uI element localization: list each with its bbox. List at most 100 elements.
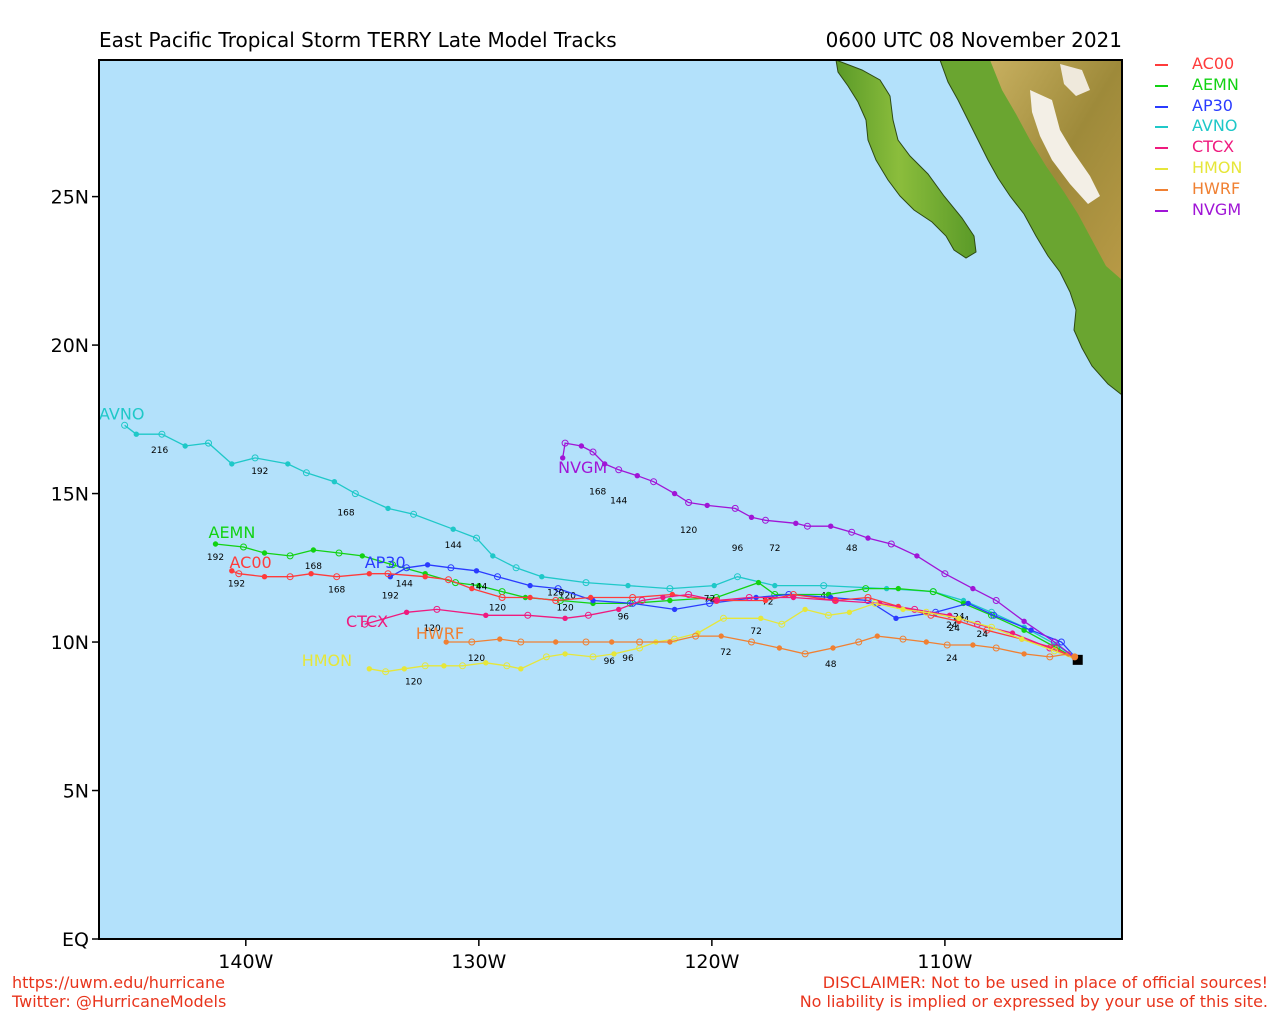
track-name-label: HMON [302,651,352,670]
forecast-hour-label: 96 [604,657,616,667]
track-point [824,611,832,619]
track-point [517,638,525,646]
track-point [911,605,919,613]
track-point [1050,647,1058,655]
track-point [704,502,710,509]
track-point [302,469,310,477]
track-point [584,611,592,619]
track-point [660,594,666,601]
track-point [578,443,585,449]
track-point [351,490,359,498]
legend-item-avno: AVNO [1150,116,1275,137]
forecast-hour-label: 24 [976,630,988,640]
track-point [286,573,294,581]
track-point [497,636,503,642]
track-point [615,466,623,474]
track-point [553,639,559,645]
track-point [335,549,343,557]
track-point [685,591,693,598]
track-name-label: HWRF [416,624,464,643]
lat-label: 15N [51,484,89,506]
website-link[interactable]: https://uwm.edu/hurricane [12,973,225,992]
footer-right: DISCLAIMER: Not to be used in place of o… [800,973,1268,1011]
track-point [503,662,511,670]
track-point [158,430,166,438]
track-point [450,526,456,532]
track-point [666,585,674,593]
track-point [1050,638,1058,646]
land-layer [835,60,1122,396]
track-point [1021,618,1027,624]
footer-left: https://uwm.edu/hurricane Twitter: @Hurr… [12,973,226,1011]
forecast-hour-label: 120 [547,589,564,599]
map-datetime: 0600 UTC 08 November 2021 [825,28,1122,52]
track-point [542,653,550,661]
track-name-label: AP30 [365,553,406,572]
legend-label: AVNO [1192,116,1238,136]
track-point [929,588,937,596]
track-point [562,615,568,621]
forecast-hour-label: 96 [622,654,634,664]
lat-label: 25N [51,187,89,209]
track-point [992,644,1000,652]
forecast-hour-label: 120 [557,603,574,613]
track-point [229,461,235,467]
track-point [182,443,188,449]
forecast-hour-label: 120 [468,654,485,664]
track-point [366,571,372,577]
legend-item-ctcx: CTCX [1150,137,1275,158]
track-point [900,606,906,613]
legend-swatch [1155,105,1168,108]
forecast-hour-label: 144 [470,583,487,593]
forecast-hour-label: 72 [750,627,761,637]
forecast-hour-label: 72 [720,648,731,658]
track-point [527,582,533,589]
track-point [848,528,856,536]
lat-label: 20N [51,335,89,357]
track-point [310,547,317,553]
track-point [720,614,727,622]
forecast-hour-label: 72 [704,595,715,605]
track-point [922,608,930,616]
track-point [524,611,532,619]
track-point [755,579,762,586]
forecast-hour-label: 120 [680,526,697,536]
track-point [611,651,617,657]
track-point [582,579,590,587]
legend-swatch [1155,188,1168,191]
lon-label: 130W [451,951,506,973]
baja-peninsula [835,60,977,259]
legend-swatch [1155,147,1168,150]
track-name-label: AEMN [209,523,256,542]
track-point [421,662,429,670]
legend-swatch [1155,84,1168,87]
forecast-hour-label: 96 [618,612,630,622]
track-point [121,421,129,429]
track-nvgm: 48 72 96 120 144 168 [560,439,1081,663]
track-point [588,594,594,601]
track-point [560,455,566,461]
forecast-hour-label: 72 [762,598,773,608]
twitter-handle: Twitter: @HurricaneModels [12,992,227,1011]
track-point [636,638,644,646]
track-point [333,573,341,581]
track-point [539,574,545,580]
track-point [802,606,808,613]
track-hwrf: 24 48 72 96 120 [443,632,1072,670]
track-point [552,597,560,604]
track-point [133,431,140,437]
track-point [634,473,640,479]
track-ap30: 24 72 120 144 192 [382,562,1081,663]
track-point [855,638,863,646]
track-point [235,570,243,578]
forecast-hour-label: 192 [382,592,399,602]
track-point [865,535,871,541]
forecast-hour-label: 168 [328,586,345,596]
track-point [459,662,466,670]
forecast-hour-label: 120 [405,678,422,688]
forecast-hour-label: 192 [228,580,245,590]
forecast-hour-label: 24 [946,621,958,631]
track-point [731,504,739,512]
track-point [562,651,568,657]
track-point [212,541,219,547]
